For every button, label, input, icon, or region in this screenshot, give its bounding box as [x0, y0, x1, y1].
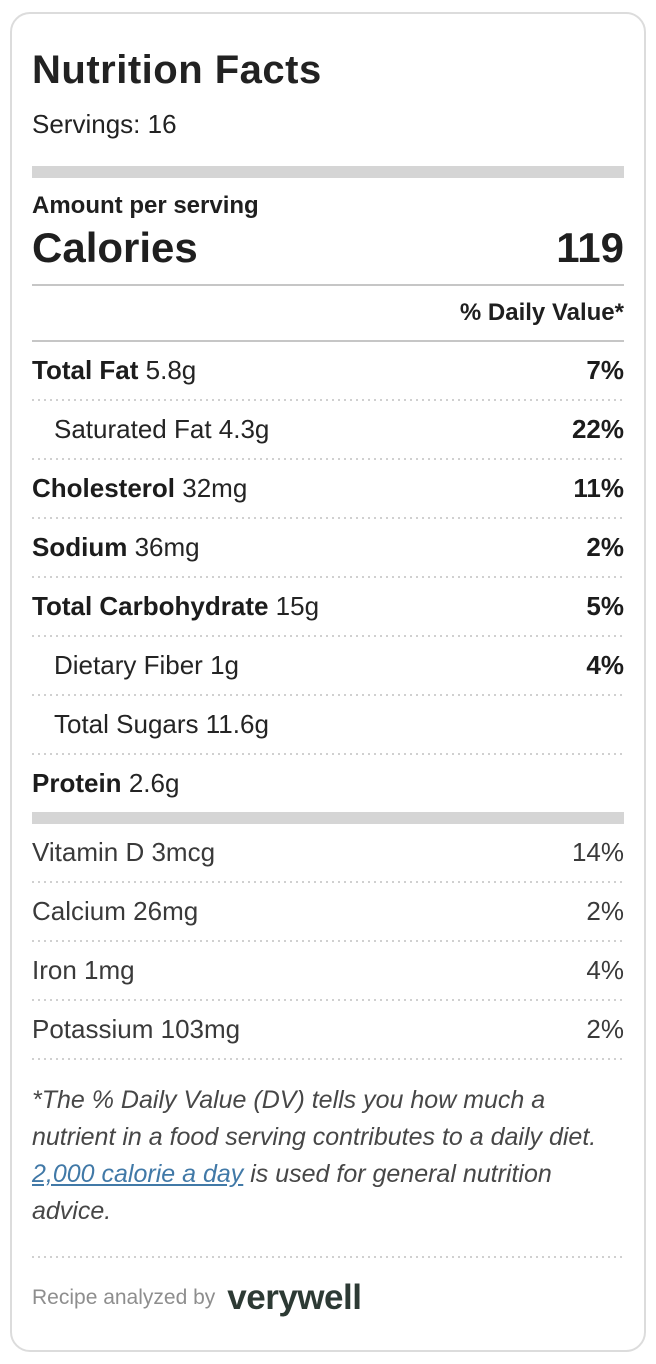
nutrient-name: Cholesterol	[32, 473, 176, 503]
nutrient-dv: 14%	[571, 837, 624, 867]
nutrient-amount: 11.6g	[205, 709, 269, 739]
nutrient-row-total-carbohydrate: Total Carbohydrate 15g 5%	[32, 578, 624, 635]
nutrient-name: Calcium	[32, 896, 126, 926]
nutrient-dv: 2%	[586, 1014, 624, 1044]
nutrient-name: Total Sugars	[54, 709, 199, 739]
nutrient-amount: 1g	[210, 650, 239, 680]
solid-divider	[32, 340, 624, 342]
dotted-divider	[32, 694, 624, 696]
dotted-divider	[32, 881, 624, 883]
dotted-divider	[32, 399, 624, 401]
nutrient-name: Dietary Fiber	[54, 650, 203, 680]
nutrient-amount: 5.8g	[145, 355, 197, 385]
amount-per-serving-label: Amount per serving	[32, 192, 259, 219]
calorie-diet-link[interactable]: 2,000 calorie a day	[32, 1160, 244, 1188]
dotted-divider	[32, 517, 624, 519]
nutrient-row-saturated-fat: Saturated Fat 4.3g 22%	[32, 401, 624, 458]
dotted-divider	[32, 1058, 624, 1060]
calories-label: Calories	[32, 224, 198, 271]
footnote-text-after: is used for general nutrition advice.	[32, 1160, 552, 1225]
solid-divider	[32, 284, 624, 286]
nutrient-dv: 4%	[586, 955, 624, 985]
nutrient-name: Total Fat	[32, 355, 139, 385]
daily-value-footnote: *The % Daily Value (DV) tells you how mu…	[32, 1082, 624, 1230]
nutrient-row-total-fat: Total Fat 5.8g 7%	[32, 342, 624, 399]
nutrient-dv: 4%	[586, 650, 624, 680]
nutrient-row-total-sugars: Total Sugars 11.6g	[32, 696, 624, 753]
servings-text: Servings: 16	[32, 109, 177, 139]
thick-divider-top	[32, 166, 624, 178]
nutrient-amount: 2.6g	[128, 768, 180, 798]
nutrient-amount: 15g	[275, 591, 320, 621]
verywell-logo[interactable]: verywell	[227, 1278, 362, 1317]
nutrient-name: Saturated Fat	[54, 414, 212, 444]
nutrient-name: Sodium	[32, 532, 128, 562]
dotted-divider	[32, 999, 624, 1001]
daily-value-header: % Daily Value*	[459, 299, 624, 326]
nutrient-row-protein: Protein 2.6g	[32, 755, 624, 812]
dotted-divider	[32, 1256, 624, 1258]
nutrient-dv: 22%	[571, 414, 624, 444]
nutrient-amount: 4.3g	[218, 414, 270, 444]
micronutrient-row-potassium: Potassium 103mg 2%	[32, 1001, 624, 1058]
recipe-analyzed-by-label: Recipe analyzed by	[32, 1286, 216, 1309]
nutrient-amount: 3mcg	[151, 837, 216, 867]
nutrient-row-dietary-fiber: Dietary Fiber 1g 4%	[32, 637, 624, 694]
nutrient-row-cholesterol: Cholesterol 32mg 11%	[32, 460, 624, 517]
nutrient-dv: 2%	[586, 532, 624, 562]
nutrient-amount: 26mg	[133, 896, 199, 926]
nutrient-amount: 103mg	[160, 1014, 241, 1044]
nutrient-amount: 32mg	[182, 473, 248, 503]
nutrient-dv: 2%	[586, 896, 624, 926]
micronutrient-row-vitamin-d: Vitamin D 3mcg 14%	[32, 824, 624, 881]
micronutrient-row-calcium: Calcium 26mg 2%	[32, 883, 624, 940]
page-title: Nutrition Facts	[32, 48, 322, 92]
nutrient-name: Total Carbohydrate	[32, 591, 269, 621]
thick-divider-bottom	[32, 812, 624, 824]
nutrient-dv: 11%	[573, 473, 624, 503]
calories-value: 119	[556, 224, 624, 271]
nutrient-name: Potassium	[32, 1014, 154, 1044]
dotted-divider	[32, 635, 624, 637]
nutrient-row-sodium: Sodium 36mg 2%	[32, 519, 624, 576]
nutrient-name: Iron	[32, 955, 77, 985]
nutrient-dv: 7%	[586, 355, 624, 385]
nutrition-facts-card: Nutrition Facts Servings: 16 Amount per …	[10, 12, 646, 1352]
dotted-divider	[32, 940, 624, 942]
nutrient-name: Protein	[32, 768, 122, 798]
nutrient-amount: 1mg	[84, 955, 135, 985]
nutrient-name: Vitamin D	[32, 837, 145, 867]
calories-row: Calories 119	[32, 224, 624, 272]
micronutrient-row-iron: Iron 1mg 4%	[32, 942, 624, 999]
dotted-divider	[32, 576, 624, 578]
footnote-text-before: *The % Daily Value (DV) tells you how mu…	[32, 1086, 597, 1151]
footer: Recipe analyzed by verywell	[32, 1278, 624, 1324]
nutrient-dv: 5%	[586, 591, 624, 621]
dotted-divider	[32, 458, 624, 460]
dotted-divider	[32, 753, 624, 755]
nutrient-amount: 36mg	[134, 532, 200, 562]
